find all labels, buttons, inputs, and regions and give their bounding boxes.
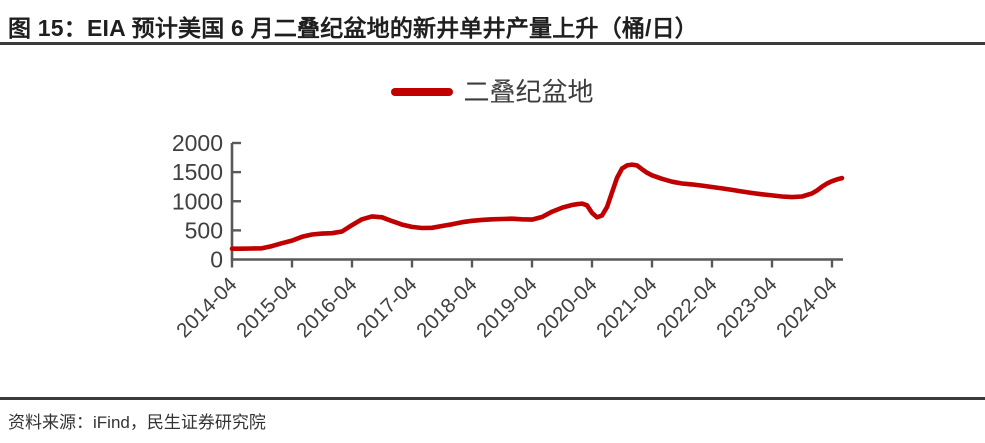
y-tick-label: 0 [210, 247, 223, 273]
legend-line-swatch [391, 88, 454, 96]
x-tick-label: 2015-04 [232, 273, 301, 342]
x-tick-label: 2019-04 [472, 273, 541, 342]
y-tick-label: 2000 [172, 130, 223, 156]
x-tick-label: 2014-04 [172, 273, 241, 342]
legend-label: 二叠纪盆地 [463, 77, 594, 107]
x-tick-label: 2017-04 [352, 273, 421, 342]
x-tick-label: 2021-04 [592, 273, 661, 342]
x-tick-label: 2024-04 [772, 273, 841, 342]
y-tick-label: 1000 [172, 188, 223, 214]
footer-divider [0, 397, 985, 400]
x-tick-label: 2022-04 [652, 273, 721, 342]
x-tick-label: 2018-04 [412, 273, 481, 342]
source-text: 资料来源：iFind，民生证券研究院 [8, 413, 266, 432]
x-tick-label: 2016-04 [292, 273, 361, 342]
axis-lines [230, 143, 843, 261]
y-tick-label: 1500 [172, 159, 223, 185]
chart-legend: 二叠纪盆地 [0, 74, 985, 110]
title-divider [0, 42, 985, 45]
x-tick-label: 2020-04 [532, 273, 601, 342]
figure-title: 图 15：EIA 预计美国 6 月二叠纪盆地的新井单井产量上升（桶/日） [8, 15, 699, 41]
series-line-permian [229, 162, 845, 251]
x-tick-label: 2023-04 [712, 273, 781, 342]
y-tick-label: 500 [185, 217, 223, 243]
